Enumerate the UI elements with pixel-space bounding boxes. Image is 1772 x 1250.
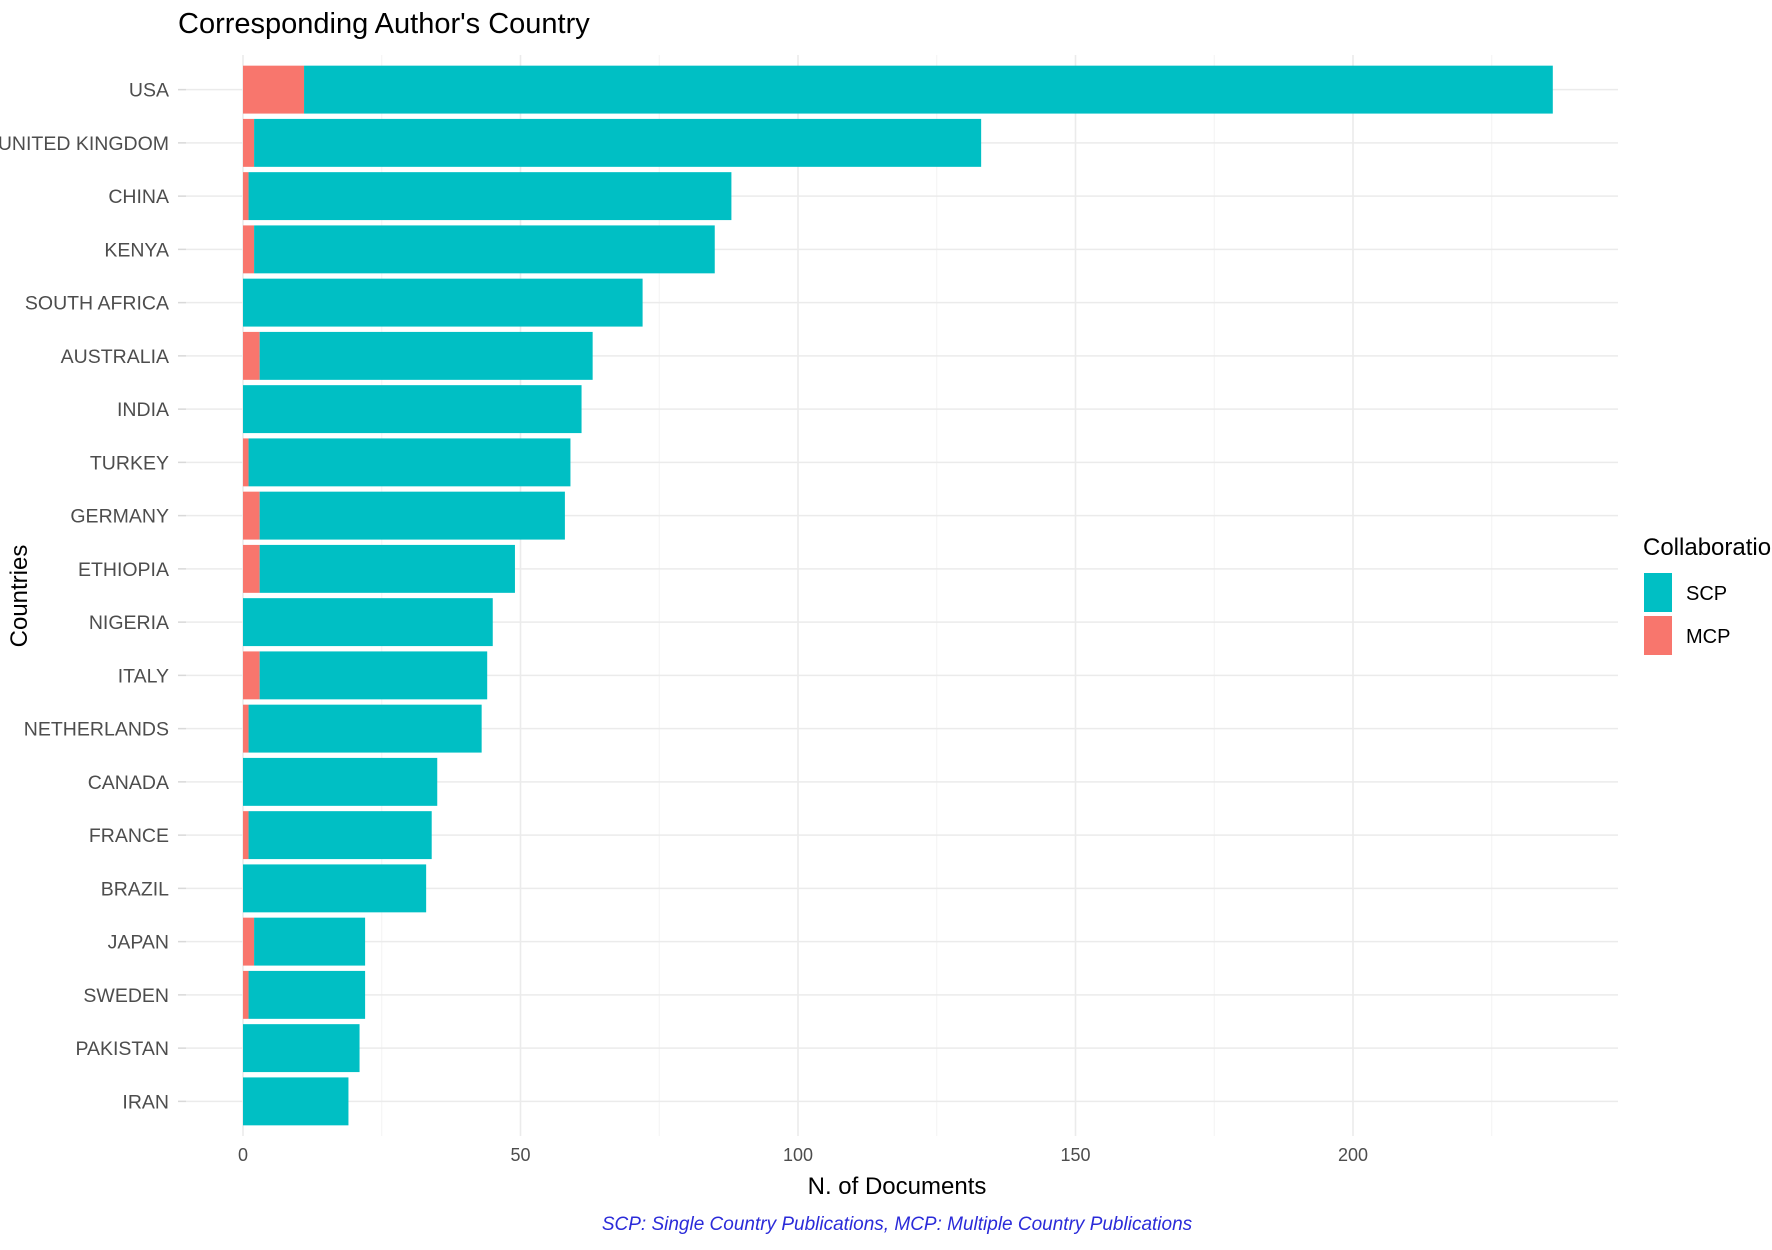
bar-mcp-france (243, 811, 249, 860)
bar-scp-japan (254, 917, 366, 966)
bar-mcp-china (243, 172, 249, 221)
y-tick-label: SOUTH AFRICA (25, 293, 169, 315)
bar-scp-italy (259, 651, 488, 700)
bar-scp-brazil (243, 864, 427, 913)
bar-scp-netherlands (248, 704, 482, 753)
bar-mcp-netherlands (243, 704, 249, 753)
bar-scp-nigeria (243, 598, 493, 647)
y-tick-label: KENYA (104, 239, 169, 261)
x-axis-labels: 0 50 100 150 200 (238, 1145, 1368, 1165)
y-axis-labels: USA UNITED KINGDOM CHINA KENYA SOUTH AFRICA A… (0, 80, 186, 1113)
bar-scp-sweden (248, 970, 366, 1019)
legend-label-mcp: MCP (1686, 626, 1730, 648)
y-tick-label: USA (129, 80, 169, 102)
bar-scp-south-africa (243, 278, 643, 327)
y-tick-label: NIGERIA (89, 612, 169, 634)
bar-scp-australia (259, 331, 593, 380)
bar-scp-pakistan (243, 1024, 360, 1073)
bar-scp-canada (243, 757, 438, 806)
y-tick-label: BRAZIL (101, 878, 169, 900)
bar-mcp-japan (243, 917, 255, 966)
x-tick-label: 50 (510, 1145, 530, 1165)
bar-scp-turkey (248, 438, 571, 487)
legend-swatch-scp (1644, 573, 1672, 612)
x-tick-label: 150 (1060, 1145, 1090, 1165)
y-tick-label: ITALY (118, 665, 169, 687)
y-tick-label: INDIA (117, 399, 169, 421)
bar-mcp-kenya (243, 225, 255, 274)
y-tick-label: NETHERLANDS (24, 719, 169, 741)
bar-mcp-usa (243, 65, 305, 114)
bar-mcp-italy (243, 651, 260, 700)
x-tick-label: 200 (1338, 1145, 1368, 1165)
bar-scp-india (243, 385, 582, 434)
x-tick-label: 100 (783, 1145, 813, 1165)
bar-mcp-germany (243, 491, 260, 540)
y-tick-label: AUSTRALIA (61, 346, 169, 368)
bar-scp-usa (304, 65, 1553, 114)
y-tick-label: ETHIOPIA (78, 559, 169, 581)
bar-mcp-sweden (243, 970, 249, 1019)
caption: SCP: Single Country Publications, MCP: M… (602, 1214, 1193, 1235)
y-tick-label: CANADA (88, 772, 169, 794)
bar-scp-kenya (254, 225, 715, 274)
y-tick-label: GERMANY (70, 506, 169, 528)
x-tick-label: 0 (238, 1145, 248, 1165)
x-axis-title: N. of Documents (808, 1173, 987, 1200)
y-tick-label: PAKISTAN (75, 1038, 169, 1060)
bar-scp-united-kingdom (254, 118, 982, 167)
y-tick-label: CHINA (108, 186, 169, 208)
y-tick-label: FRANCE (89, 825, 169, 847)
bars (243, 65, 1553, 1126)
legend-swatch-mcp (1644, 616, 1672, 655)
bar-scp-china (248, 172, 732, 221)
legend-title: Collaboration (1643, 534, 1772, 561)
y-tick-label: UNITED KINGDOM (0, 133, 169, 155)
bar-scp-ethiopia (259, 544, 515, 593)
y-tick-label: TURKEY (90, 452, 169, 474)
bar-mcp-ethiopia (243, 544, 260, 593)
bar-mcp-united-kingdom (243, 118, 255, 167)
y-axis-title: Countries (6, 545, 33, 648)
legend-label-scp: SCP (1686, 583, 1727, 605)
chart-title: Corresponding Author's Country (178, 8, 590, 40)
legend: Collaboration SCP MCP (1643, 534, 1772, 655)
y-tick-label: SWEDEN (83, 985, 169, 1007)
y-tick-label: IRAN (122, 1091, 169, 1113)
bar-scp-germany (259, 491, 565, 540)
bar-mcp-australia (243, 331, 260, 380)
bar-scp-france (248, 811, 432, 860)
y-tick-label: JAPAN (108, 932, 169, 954)
bar-scp-iran (243, 1077, 349, 1126)
bar-mcp-turkey (243, 438, 249, 487)
